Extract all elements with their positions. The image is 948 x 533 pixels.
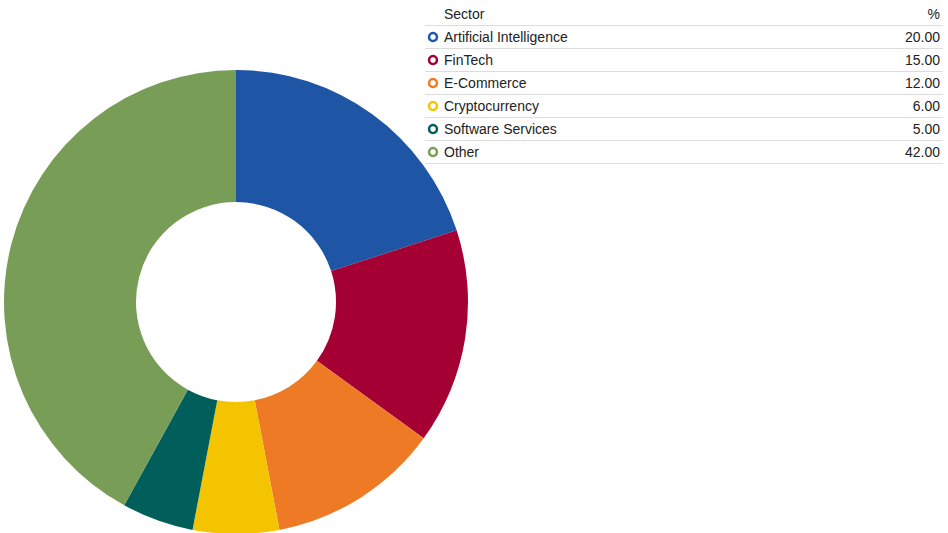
svg-text:Cryptocurrency: Cryptocurrency: [444, 98, 539, 114]
svg-text:6.00: 6.00: [913, 98, 940, 114]
svg-text:Artificial Intelligence: Artificial Intelligence: [444, 29, 568, 45]
svg-text:%: %: [928, 6, 940, 22]
svg-text:Sector: Sector: [444, 6, 485, 22]
svg-text:Other: Other: [444, 144, 479, 160]
svg-text:15.00: 15.00: [905, 52, 940, 68]
svg-text:E-Commerce: E-Commerce: [444, 75, 527, 91]
svg-text:20.00: 20.00: [905, 29, 940, 45]
svg-text:FinTech: FinTech: [444, 52, 493, 68]
svg-text:12.00: 12.00: [905, 75, 940, 91]
svg-text:Software Services: Software Services: [444, 121, 557, 137]
svg-text:42.00: 42.00: [905, 144, 940, 160]
svg-text:5.00: 5.00: [913, 121, 940, 137]
